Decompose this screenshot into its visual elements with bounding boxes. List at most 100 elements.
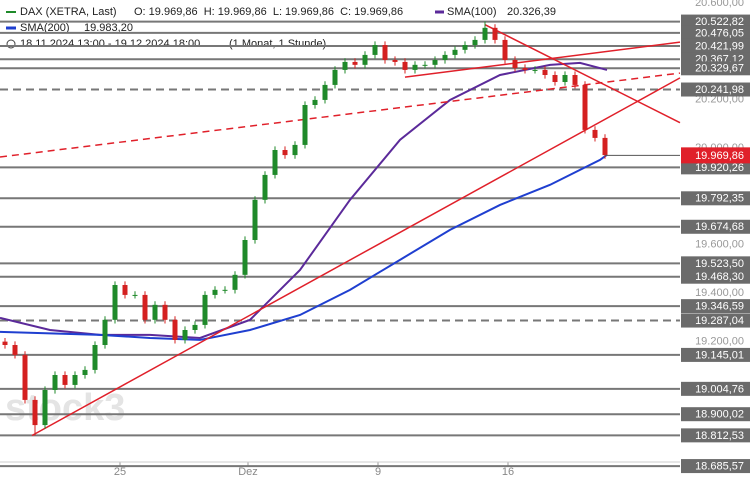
- level-label: 19.287,04: [695, 315, 744, 327]
- candle-body: [62, 375, 68, 385]
- candle-body: [442, 54, 448, 60]
- level-label: 19.468,30: [695, 271, 744, 283]
- level-label: 20.329,67: [695, 63, 744, 75]
- candle-body: [502, 39, 508, 60]
- level-label: 20.522,82: [695, 16, 744, 28]
- level-label: 20.476,05: [695, 27, 744, 39]
- level-box: [681, 347, 750, 362]
- x-tick-label: 16: [502, 466, 514, 478]
- candle-body: [332, 69, 338, 85]
- level-box: [681, 313, 750, 328]
- candle-body: [542, 69, 548, 75]
- current-price-box: [681, 147, 750, 164]
- y-tick-label: 20.200,00: [695, 94, 744, 106]
- sma100-name: SMA(100): [447, 6, 497, 18]
- level-box: [681, 38, 750, 53]
- level-box: [681, 299, 750, 314]
- level-box: [681, 14, 750, 29]
- x-tick-label: 9: [375, 466, 381, 478]
- candle-body: [242, 240, 248, 275]
- sma200-value: 19.983,20: [84, 22, 133, 34]
- level-label: 19.920,26: [695, 162, 744, 174]
- level-box: [681, 459, 750, 474]
- candle-body: [72, 375, 78, 385]
- sma-line: [0, 61, 608, 339]
- candle-body: [412, 64, 418, 70]
- candle-body: [312, 99, 318, 105]
- candle-body: [532, 69, 538, 71]
- sma200-name: SMA(200): [20, 22, 70, 34]
- candle-body: [392, 60, 398, 62]
- x-tick-label: 25: [114, 466, 126, 478]
- y-tick-label: 19.600,00: [695, 239, 744, 251]
- level-box: [681, 407, 750, 422]
- candle-body: [32, 399, 38, 426]
- level-label: 19.674,68: [695, 221, 744, 233]
- candle-body: [52, 375, 58, 390]
- trendline: [31, 77, 681, 437]
- candle-body: [302, 105, 308, 145]
- sma100-value: 20.326,39: [507, 6, 556, 18]
- level-label: 19.792,35: [695, 193, 744, 205]
- trendline: [484, 24, 681, 124]
- candle-body: [292, 144, 298, 156]
- level-box: [681, 256, 750, 271]
- candle-body: [252, 199, 258, 240]
- level-box: [681, 381, 750, 396]
- x-tick-label: Dez: [238, 466, 258, 478]
- candle-body: [2, 341, 8, 345]
- candle-body: [482, 27, 488, 40]
- candle-body: [282, 150, 288, 156]
- candle-body: [92, 345, 98, 370]
- y-tick-label: 19.400,00: [695, 287, 744, 299]
- candle-body: [112, 285, 118, 320]
- level-label: 19.145,01: [695, 349, 744, 361]
- candle-body: [212, 289, 218, 295]
- candle-body: [222, 289, 228, 291]
- candle-body: [82, 369, 88, 375]
- level-box: [681, 191, 750, 206]
- candle-body: [272, 150, 278, 175]
- candle-body: [602, 137, 608, 156]
- candle-body: [352, 61, 358, 65]
- candle-body: [132, 294, 138, 296]
- level-label: 19.346,59: [695, 301, 744, 313]
- candle-body: [12, 345, 18, 355]
- level-box: [681, 428, 750, 443]
- interval: (1 Monat, 1 Stunde): [229, 38, 326, 50]
- candle-body: [592, 129, 598, 138]
- candle-body: [162, 304, 168, 320]
- candle-body: [562, 75, 568, 83]
- candle-body: [42, 390, 48, 426]
- level-label: 18.900,02: [695, 409, 744, 421]
- candle-body: [422, 64, 428, 66]
- level-label: 20.421,99: [695, 40, 744, 52]
- level-label: 18.812,53: [695, 430, 744, 442]
- y-tick-label: 20.600,00: [695, 0, 744, 9]
- candle-body: [552, 75, 558, 83]
- candle-body: [192, 324, 198, 330]
- candle-body: [102, 319, 108, 345]
- candle-body: [472, 39, 478, 45]
- level-label: 18.685,57: [695, 460, 744, 472]
- candle-body: [182, 330, 188, 340]
- y-tick-label: 19.200,00: [695, 336, 744, 348]
- candle-body: [432, 60, 438, 65]
- level-box: [681, 82, 750, 97]
- trendline: [404, 41, 681, 78]
- candle-body: [512, 60, 518, 68]
- candle-body: [582, 84, 588, 130]
- level-label: 19.004,76: [695, 383, 744, 395]
- level-box: [681, 25, 750, 40]
- candle-body: [262, 174, 268, 200]
- candle-body: [452, 49, 458, 55]
- level-box: [681, 269, 750, 284]
- candle-body: [462, 45, 468, 50]
- candle-body: [382, 45, 388, 60]
- candle-body: [322, 84, 328, 100]
- candle-body: [342, 61, 348, 70]
- candle-body: [232, 274, 238, 290]
- candle-body: [492, 27, 498, 40]
- candle-body: [152, 304, 158, 320]
